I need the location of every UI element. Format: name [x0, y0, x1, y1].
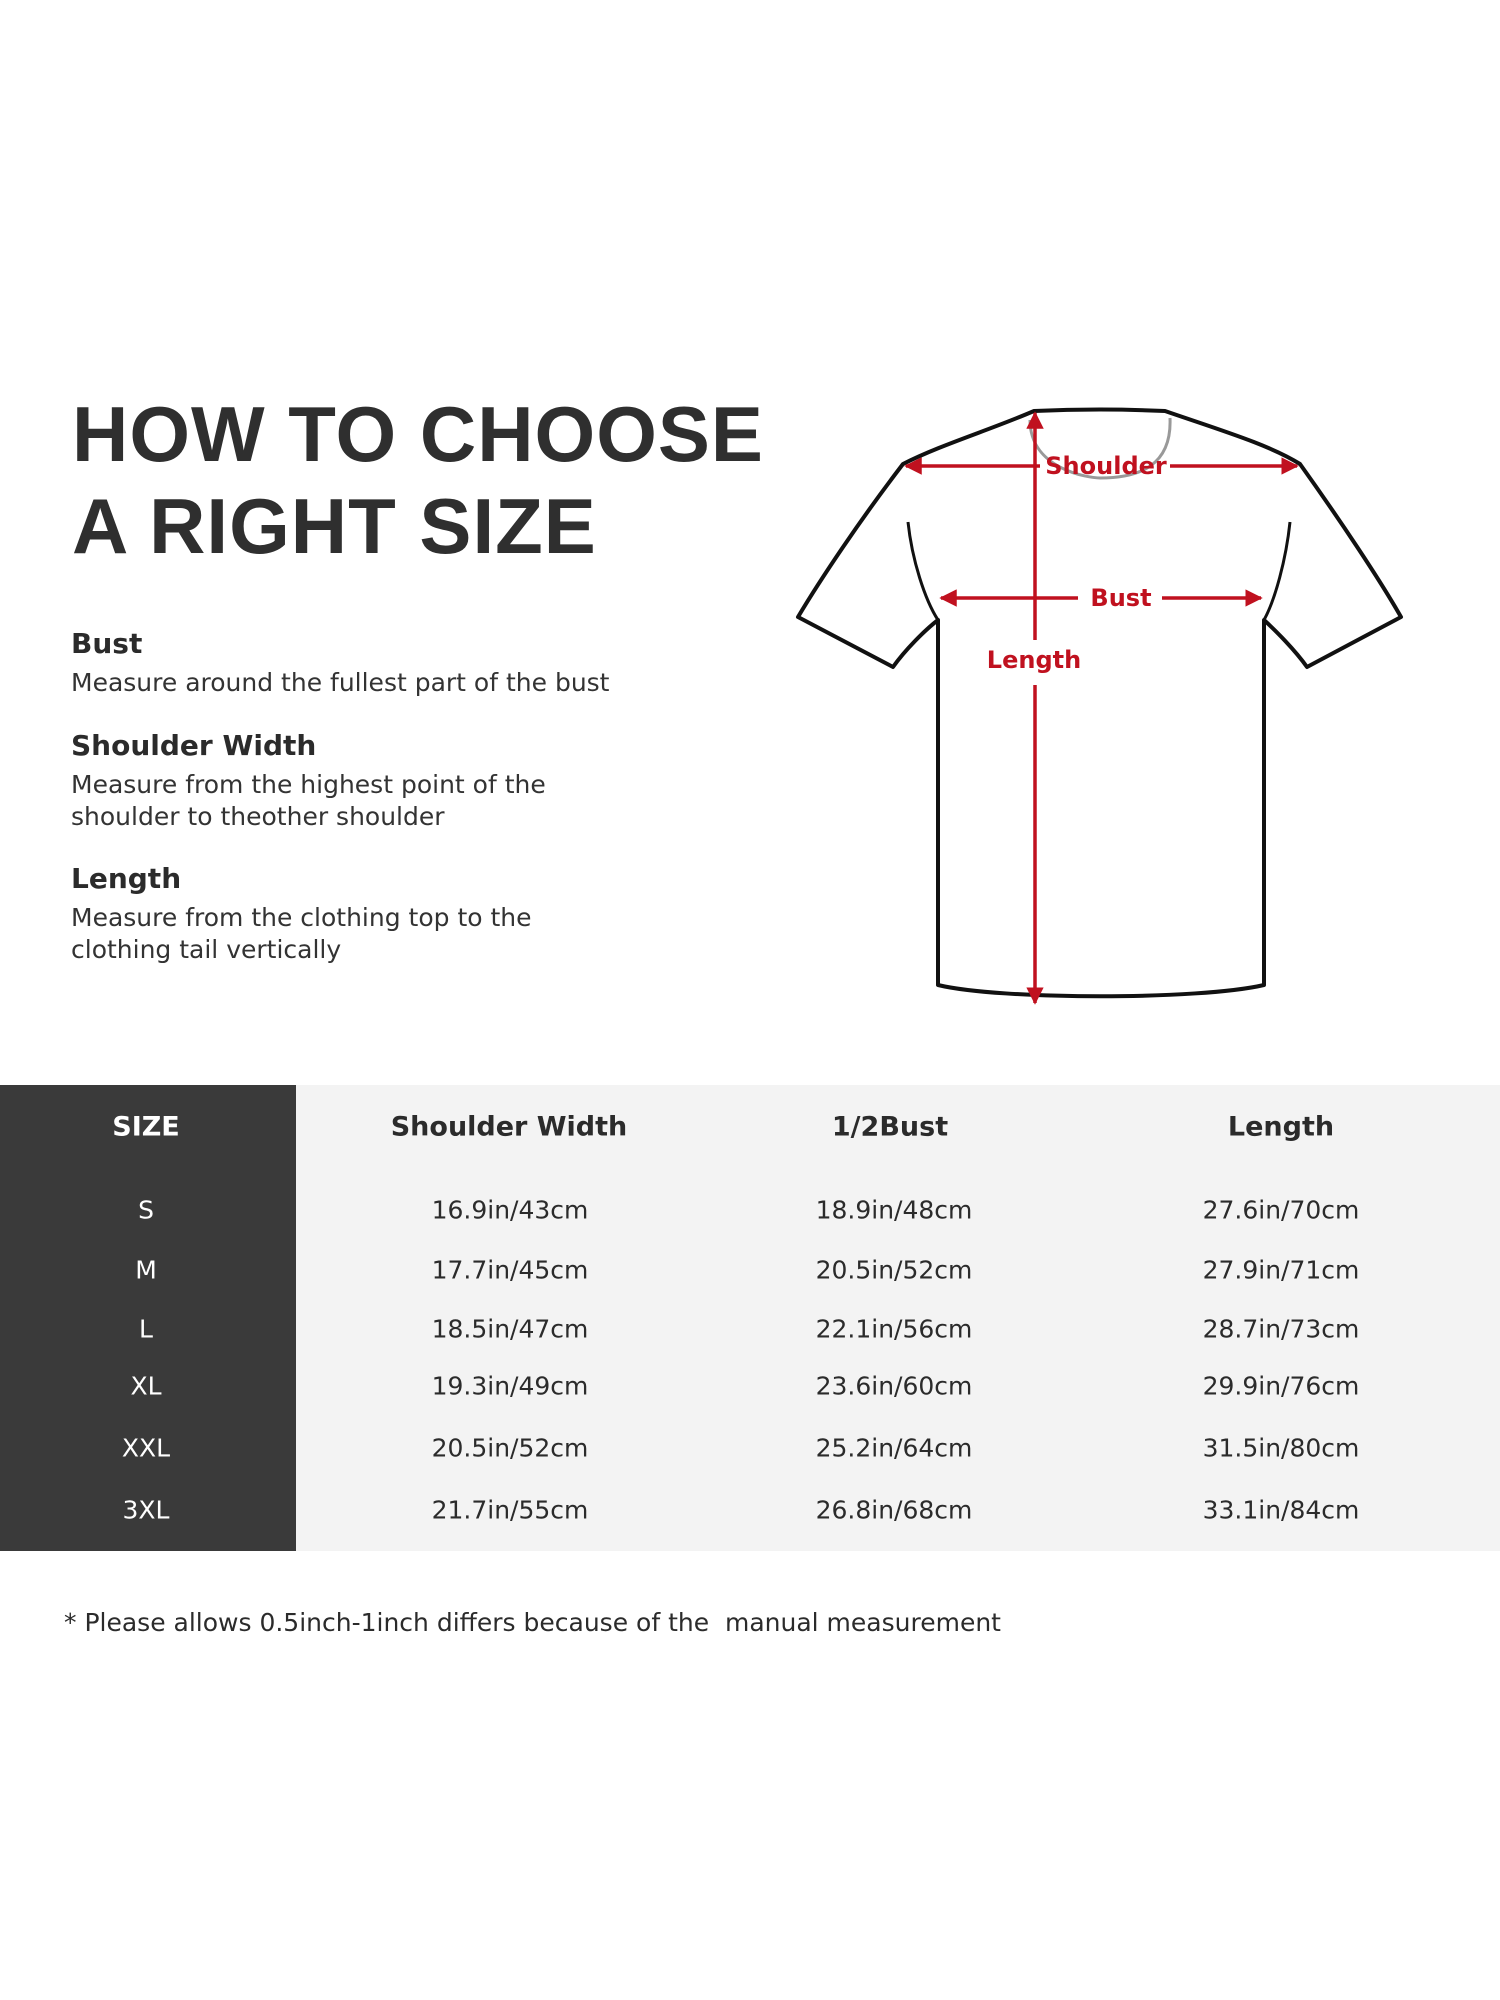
table-cell: 26.8in/68cm: [815, 1495, 973, 1525]
table-cell: 18.9in/48cm: [815, 1195, 973, 1225]
size-cell: XL: [130, 1371, 162, 1401]
guide-shoulder-width: Shoulder Width Measure from the highest …: [71, 729, 546, 833]
size-cell: 3XL: [122, 1495, 170, 1525]
guide-text: Measure from the highest point of the sh…: [71, 770, 546, 831]
shoulder-label: Shoulder: [1045, 452, 1167, 480]
table-cell: 21.7in/55cm: [431, 1495, 589, 1525]
table-cell: 17.7in/45cm: [431, 1255, 589, 1285]
table-cell: 31.5in/80cm: [1202, 1433, 1360, 1463]
table-cell: 33.1in/84cm: [1202, 1495, 1360, 1525]
length-label: Length: [987, 646, 1081, 674]
bust-label: Bust: [1090, 584, 1151, 612]
header-shoulder-width: Shoulder Width: [390, 1111, 628, 1143]
table-cell: 27.6in/70cm: [1202, 1195, 1360, 1225]
table-cell: 20.5in/52cm: [815, 1255, 973, 1285]
measurement-arrows: [904, 411, 1299, 1005]
guide-text: Measure around the fullest part of the b…: [71, 668, 610, 697]
header-size: SIZE: [112, 1111, 180, 1143]
size-cell: S: [138, 1195, 154, 1225]
table-cell: 27.9in/71cm: [1202, 1255, 1360, 1285]
guide-heading: Bust: [71, 627, 143, 660]
size-cell: M: [135, 1255, 157, 1285]
table-cell: 20.5in/52cm: [431, 1433, 589, 1463]
size-column: SIZE S M L XL XXL 3XL: [0, 1085, 296, 1551]
size-cell: XXL: [121, 1433, 171, 1463]
header-half-bust: 1/2Bust: [831, 1111, 949, 1143]
table-cell: 28.7in/73cm: [1202, 1314, 1360, 1344]
guide-text: Measure from the clothing top to the clo…: [71, 903, 532, 964]
guide-heading: Length: [71, 862, 182, 895]
table-cell: 29.9in/76cm: [1202, 1371, 1360, 1401]
size-cell: L: [139, 1314, 153, 1344]
title-line-1: HOW TO CHOOSE: [72, 390, 764, 478]
guide-heading: Shoulder Width: [71, 729, 317, 762]
tshirt-outline: [796, 407, 1403, 999]
table-cell: 18.5in/47cm: [431, 1314, 589, 1344]
measurement-note: * Please allows 0.5inch-1inch differs be…: [64, 1608, 1001, 1637]
guide-length: Length Measure from the clothing top to …: [71, 862, 532, 966]
title-line-2: A RIGHT SIZE: [72, 482, 597, 570]
table-cell: 16.9in/43cm: [431, 1195, 589, 1225]
page-title: HOW TO CHOOSE A RIGHT SIZE: [72, 388, 764, 572]
guide-bust: Bust Measure around the fullest part of …: [71, 627, 610, 699]
table-cell: 23.6in/60cm: [815, 1371, 973, 1401]
table-cell: 19.3in/49cm: [431, 1371, 589, 1401]
table-cell: 22.1in/56cm: [815, 1314, 973, 1344]
size-chart-table: SIZE S M L XL XXL 3XL Shoulder Width 1/2…: [0, 1085, 1500, 1551]
table-cell: 25.2in/64cm: [815, 1433, 973, 1463]
header-length: Length: [1227, 1111, 1335, 1143]
